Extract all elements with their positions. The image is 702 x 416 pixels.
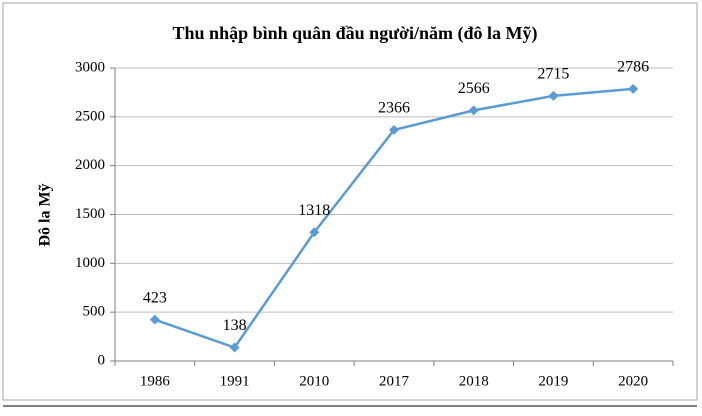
data-label: 2715 (537, 66, 569, 83)
data-point (149, 314, 160, 325)
y-axis-label: Đô la Mỹ (37, 183, 54, 246)
data-point (229, 342, 240, 353)
y-tick-label: 1500 (75, 206, 105, 222)
x-tick-label: 2018 (459, 373, 489, 389)
data-label: 2786 (617, 59, 649, 76)
data-label: 423 (143, 289, 167, 306)
y-tick-label: 1000 (75, 255, 105, 271)
data-point (628, 83, 639, 94)
y-tick-label: 2000 (75, 157, 105, 173)
x-tick-label: 2010 (299, 373, 329, 389)
data-point (548, 90, 559, 101)
data-label: 2566 (458, 80, 490, 97)
x-tick-label: 2020 (618, 373, 648, 389)
chart-frame (2, 2, 698, 401)
y-tick-label: 3000 (75, 59, 105, 75)
data-point (309, 227, 320, 238)
x-tick-label: 1986 (140, 373, 171, 389)
chart-title: Thu nhập bình quân đầu người/năm (đô la … (173, 23, 538, 44)
y-tick-label: 500 (83, 304, 106, 320)
data-label: 1318 (298, 202, 330, 219)
x-tick-label: 2017 (379, 373, 410, 389)
data-label: 138 (223, 317, 247, 334)
y-tick-label: 2500 (75, 108, 105, 124)
y-tick-label: 0 (98, 352, 106, 368)
x-tick-label: 1991 (220, 373, 250, 389)
data-label: 2366 (378, 100, 410, 117)
data-point (468, 105, 479, 116)
data-point (389, 124, 399, 135)
x-tick-label: 2019 (538, 373, 568, 389)
